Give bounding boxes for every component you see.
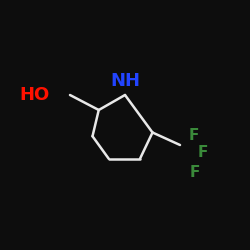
Text: HO: HO <box>20 86 50 104</box>
Text: F: F <box>198 145 208 160</box>
Text: NH: NH <box>110 72 140 90</box>
Text: F: F <box>190 165 200 180</box>
Text: F: F <box>189 128 199 142</box>
